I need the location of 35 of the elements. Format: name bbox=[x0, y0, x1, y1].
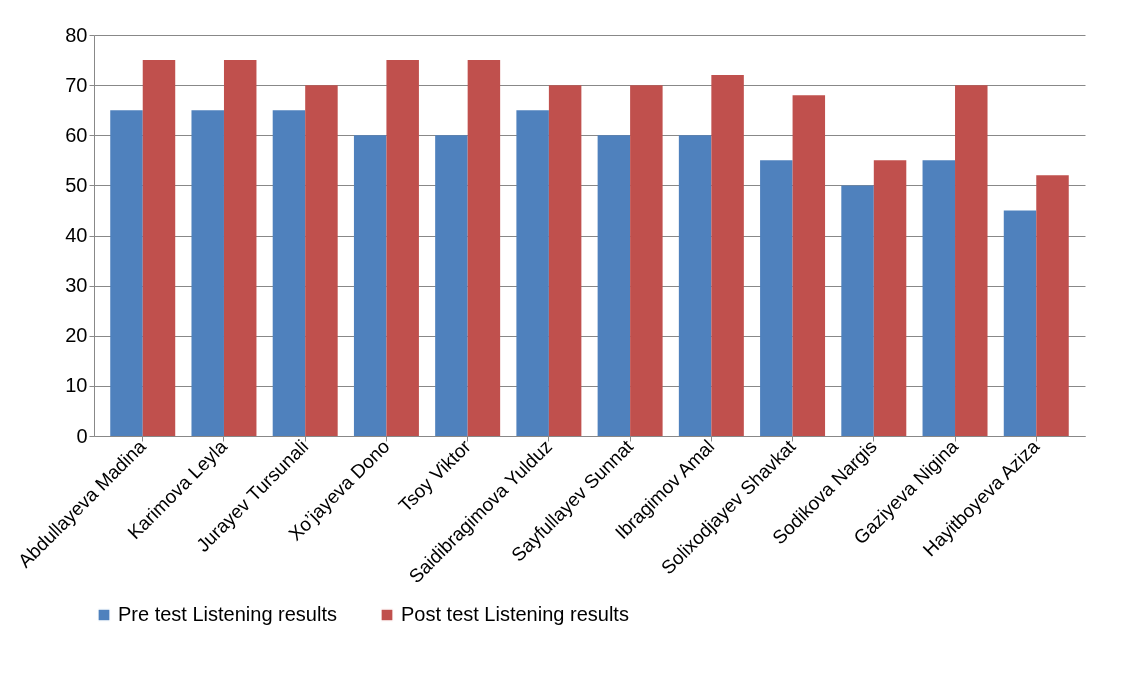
bar bbox=[191, 110, 224, 436]
bar bbox=[678, 135, 712, 436]
bar bbox=[1036, 175, 1069, 436]
bar bbox=[223, 60, 257, 436]
bar bbox=[353, 135, 387, 436]
y-tick-label: 0 bbox=[76, 424, 88, 447]
bar bbox=[142, 60, 176, 436]
y-tick-label: 60 bbox=[65, 123, 88, 146]
bar bbox=[386, 60, 419, 436]
y-tick-label: 70 bbox=[65, 73, 88, 96]
bar bbox=[597, 135, 631, 436]
bar bbox=[792, 95, 826, 436]
bar bbox=[955, 85, 988, 436]
bar bbox=[467, 60, 501, 436]
bar bbox=[760, 160, 793, 436]
y-tick-label: 20 bbox=[65, 324, 88, 347]
bar bbox=[516, 110, 549, 436]
bar bbox=[110, 110, 143, 436]
bar bbox=[841, 185, 874, 436]
y-tick-label: 30 bbox=[65, 274, 88, 297]
bar bbox=[435, 135, 468, 436]
bar bbox=[711, 75, 744, 436]
y-tick-label: 40 bbox=[65, 224, 88, 246]
bar bbox=[1003, 210, 1037, 436]
bar bbox=[873, 160, 907, 436]
legend-label: Pre test Listening results bbox=[118, 603, 337, 625]
y-tick-label: 10 bbox=[65, 374, 88, 397]
bar bbox=[922, 160, 956, 436]
bar bbox=[272, 110, 306, 436]
bar bbox=[548, 85, 582, 436]
bar bbox=[305, 85, 338, 436]
y-tick-label: 50 bbox=[65, 173, 88, 196]
bar bbox=[630, 85, 663, 436]
legend-label: Post test Listening results bbox=[401, 603, 629, 625]
y-tick-label: 80 bbox=[65, 23, 88, 46]
